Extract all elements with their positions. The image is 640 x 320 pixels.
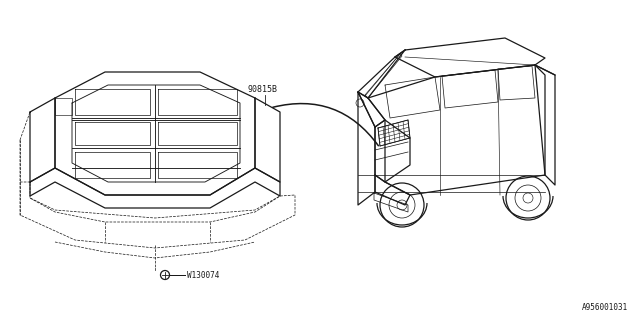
Text: W130074: W130074: [187, 270, 220, 279]
Text: 90815B: 90815B: [248, 85, 278, 94]
Text: A956001031: A956001031: [582, 303, 628, 312]
FancyArrowPatch shape: [273, 104, 378, 146]
